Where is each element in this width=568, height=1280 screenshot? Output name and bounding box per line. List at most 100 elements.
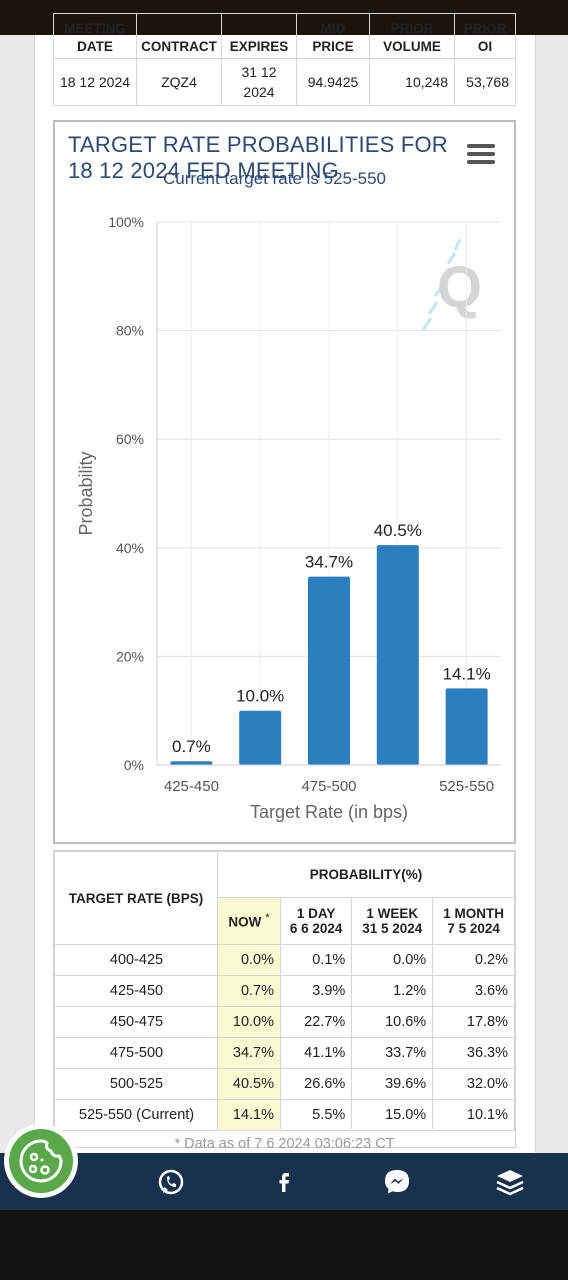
- cell-probability: 3.6%: [432, 975, 515, 1007]
- col-meeting-date: MEETING DATE: [53, 13, 137, 59]
- col-period-0: NOW *: [216, 897, 282, 945]
- cell-target-rate: 475-500: [54, 1037, 218, 1069]
- chart-title: TARGET RATE PROBABILITIES FOR 18 12 2024…: [68, 132, 448, 183]
- cell-probability: 14.1%: [216, 1099, 282, 1131]
- cell-probability: 22.7%: [280, 1006, 353, 1038]
- col-period-name: NOW: [228, 914, 262, 930]
- col-period-date: 6 6 2024: [289, 921, 343, 936]
- y-tick-label: 60%: [116, 431, 144, 447]
- cell-probability: 26.6%: [280, 1068, 353, 1100]
- col-period-label: 1 WEEK: [353, 906, 431, 921]
- cell-probability: 32.0%: [432, 1068, 515, 1100]
- whatsapp-icon[interactable]: [154, 1165, 188, 1199]
- messenger-icon[interactable]: [380, 1165, 414, 1199]
- col-period-3: 1 MONTH 7 5 2024: [432, 897, 515, 945]
- cell-expires: 31 12 2024: [221, 58, 297, 106]
- y-tick-label: 20%: [116, 648, 144, 664]
- col-probability: PROBABILITY(%): [217, 851, 515, 898]
- hamburger-menu-icon[interactable]: [467, 144, 495, 170]
- cell-probability: 40.5%: [216, 1068, 282, 1100]
- col-mid-price: MID PRICE: [296, 13, 370, 59]
- cookie-settings-button[interactable]: [4, 1124, 78, 1198]
- y-tick-label: 80%: [116, 323, 144, 339]
- cell-probability: 34.7%: [216, 1037, 282, 1069]
- table-row: 500-525 40.5% 26.6% 39.6% 32.0%: [54, 1068, 515, 1100]
- y-axis-title: Probability: [76, 451, 96, 535]
- q-logo-icon: Q: [421, 238, 482, 331]
- probability-chart: Q 0% 20% 40% 60% 80% 100% 0.7% 425-450 10.0% 34.7%…: [53, 120, 516, 844]
- data-label: 14.1%: [442, 664, 490, 683]
- cell-meeting-date: 18 12 2024: [53, 58, 137, 106]
- col-period-date: 7 5 2024: [447, 921, 500, 936]
- cell-probability: 17.8%: [432, 1006, 515, 1038]
- cell-probability: 10.6%: [351, 1006, 434, 1038]
- x-tick-label: 425-450: [164, 778, 219, 795]
- col-period-name: 1 DAY: [296, 906, 336, 921]
- col-period-label: 1 MONTH: [434, 906, 513, 921]
- col-period-name: 1 WEEK: [366, 906, 419, 921]
- cell-prior-oi: 53,768: [454, 58, 516, 106]
- data-label: 34.7%: [305, 553, 353, 572]
- probability-table-box: TARGET RATE (BPS) PROBABILITY(%) NOW * 1 …: [53, 850, 516, 1152]
- cell-probability: 0.0%: [216, 944, 282, 976]
- bar-chart: Q 0% 20% 40% 60% 80% 100% 0.7% 425-450 10.0% 34.7%…: [76, 214, 501, 822]
- cookie-icon: [19, 1139, 63, 1183]
- col-period-label: NOW *: [219, 912, 279, 930]
- table-row: 475-500 34.7% 41.1% 33.7% 36.3%: [54, 1037, 515, 1069]
- chart-subtitle: Current target rate is 525-550: [163, 169, 387, 188]
- cell-probability: 10.0%: [216, 1006, 282, 1038]
- cell-prior-volume: 10,248: [369, 58, 455, 106]
- table-row: 18 12 2024 ZQZ4 31 12 2024 94.9425 10,24…: [53, 58, 516, 106]
- col-prior-oi: PRIOR OI: [454, 13, 516, 59]
- probability-table: TARGET RATE (BPS) PROBABILITY(%) NOW * 1 …: [54, 851, 515, 1131]
- bottom-share-bar: [0, 1153, 568, 1210]
- bar-475-500: [308, 576, 350, 765]
- col-period-2: 1 WEEK 31 5 2024: [351, 897, 434, 945]
- table-row: 400-425 0.0% 0.1% 0.0% 0.2%: [54, 944, 515, 976]
- cell-probability: 36.3%: [432, 1037, 515, 1069]
- data-label: 40.5%: [374, 521, 422, 540]
- cell-probability: 0.2%: [432, 944, 515, 976]
- cell-contract: ZQZ4: [136, 58, 222, 106]
- col-expires: EXPIRES: [221, 13, 297, 59]
- col-target-rate: TARGET RATE (BPS): [54, 851, 218, 945]
- system-nav-bar: [0, 1210, 568, 1280]
- cell-probability: 33.7%: [351, 1037, 434, 1069]
- facebook-icon[interactable]: [267, 1165, 301, 1199]
- col-period-name: 1 MONTH: [443, 906, 504, 921]
- svg-text:Q: Q: [437, 255, 482, 320]
- col-period-1: 1 DAY 6 6 2024: [280, 897, 353, 945]
- x-tick-label: 475-500: [301, 778, 356, 795]
- table-row: 525-550 (Current) 14.1% 5.5% 15.0% 10.1%: [54, 1099, 515, 1131]
- cell-probability: 10.1%: [432, 1099, 515, 1131]
- table-row: 450-475 10.0% 22.7% 10.6% 17.8%: [54, 1006, 515, 1038]
- bar-450-475: [239, 710, 282, 765]
- cell-probability: 3.9%: [280, 975, 353, 1007]
- col-period-label: 1 DAY: [282, 906, 350, 921]
- data-timestamp-note: * Data as of 7 6 2024 03:06:23 CT: [174, 1136, 395, 1152]
- cell-target-rate: 425-450: [54, 975, 218, 1007]
- x-axis-title: Target Rate (in bps): [250, 802, 408, 822]
- cell-target-rate: 525-550 (Current): [54, 1099, 218, 1131]
- cell-probability: 39.6%: [351, 1068, 434, 1100]
- cell-probability: 1.2%: [351, 975, 434, 1007]
- cell-probability: 41.1%: [280, 1037, 353, 1069]
- cell-target-rate: 500-525: [54, 1068, 218, 1100]
- layers-icon[interactable]: [493, 1165, 527, 1199]
- cell-probability: 0.7%: [216, 975, 282, 1007]
- cell-probability: 0.1%: [280, 944, 353, 976]
- bar-425-450: [170, 761, 213, 765]
- y-tick-label: 0%: [124, 757, 144, 773]
- cell-probability: 15.0%: [351, 1099, 434, 1131]
- table-row: 425-450 0.7% 3.9% 1.2% 3.6%: [54, 975, 515, 1007]
- cell-probability: 0.0%: [351, 944, 434, 976]
- contract-table: MEETING DATE CONTRACT EXPIRES MID PRICE …: [53, 13, 516, 106]
- x-tick-label: 525-550: [439, 778, 494, 795]
- data-label: 0.7%: [172, 737, 211, 756]
- cell-target-rate: 400-425: [54, 944, 218, 976]
- col-prior-volume: PRIOR VOLUME: [369, 13, 455, 59]
- bar-525-550: [445, 688, 488, 765]
- y-tick-label: 100%: [108, 214, 144, 230]
- y-tick-label: 40%: [116, 540, 144, 556]
- bar-500-525: [376, 545, 419, 765]
